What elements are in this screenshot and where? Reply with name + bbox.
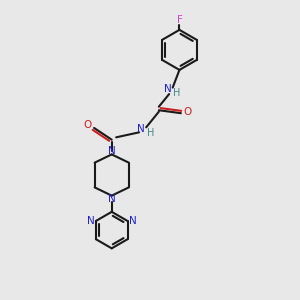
- Text: N: N: [129, 216, 137, 226]
- Text: H: H: [147, 128, 154, 138]
- Text: F: F: [176, 15, 182, 26]
- Text: N: N: [137, 124, 145, 134]
- Text: N: N: [108, 146, 116, 156]
- Text: N: N: [87, 216, 94, 226]
- Text: O: O: [83, 120, 92, 130]
- Text: H: H: [173, 88, 180, 98]
- Text: N: N: [164, 84, 172, 94]
- Text: O: O: [183, 107, 191, 117]
- Text: N: N: [108, 194, 116, 205]
